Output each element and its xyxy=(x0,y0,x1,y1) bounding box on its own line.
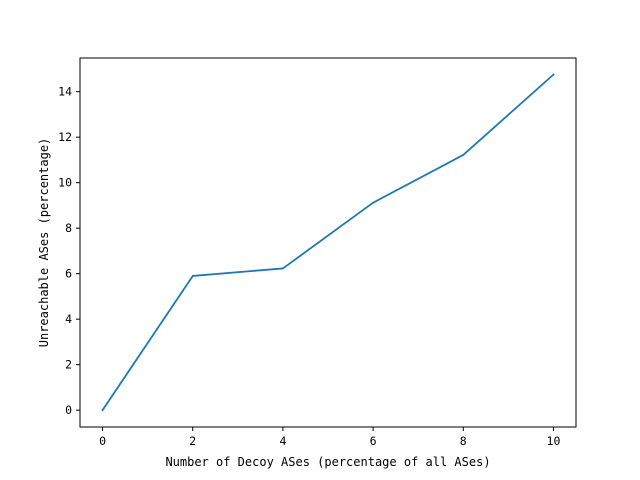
plot-area xyxy=(80,58,576,427)
x-axis-ticks: 0 2 4 6 8 10 xyxy=(99,427,560,448)
x-tick-label: 6 xyxy=(370,434,377,448)
data-point xyxy=(462,154,465,156)
data-point xyxy=(552,73,555,76)
y-axis-label: Unreachable ASes (percentage) xyxy=(37,138,51,348)
y-tick-label: 8 xyxy=(65,221,72,235)
y-tick-label: 0 xyxy=(65,403,72,417)
y-tick-label: 2 xyxy=(65,358,72,372)
x-tick-label: 10 xyxy=(547,434,561,448)
x-tick-label: 4 xyxy=(279,434,286,448)
x-tick-label: 0 xyxy=(99,434,106,448)
y-tick-label: 12 xyxy=(58,130,72,144)
x-axis-label: Number of Decoy ASes (percentage of all … xyxy=(165,455,490,469)
data-point xyxy=(282,267,284,270)
x-tick-label: 8 xyxy=(460,434,467,448)
y-tick-label: 6 xyxy=(65,267,72,281)
y-axis-ticks: 0 2 4 6 8 10 12 14 xyxy=(58,85,80,417)
y-tick-label: 10 xyxy=(58,176,72,190)
data-point xyxy=(101,409,104,412)
data-point xyxy=(372,201,374,204)
y-tick-label: 4 xyxy=(65,312,72,326)
x-tick-label: 2 xyxy=(189,434,196,448)
y-tick-label: 14 xyxy=(58,85,72,99)
plot-frame xyxy=(79,57,577,428)
series-line xyxy=(101,73,555,412)
series-layer xyxy=(101,73,555,412)
data-point xyxy=(191,275,194,277)
